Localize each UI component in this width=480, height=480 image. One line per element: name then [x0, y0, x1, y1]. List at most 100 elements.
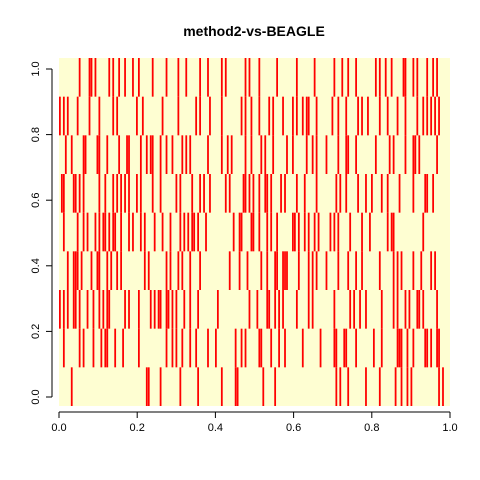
heatmap-cell: [203, 174, 205, 213]
heatmap-cell: [157, 290, 160, 329]
heatmap-cell: [147, 367, 150, 406]
heatmap-cell: [120, 212, 122, 252]
heatmap-cell: [274, 367, 277, 406]
heatmap-cell: [390, 212, 393, 252]
heatmap-cell: [436, 135, 438, 174]
heatmap-cell: [333, 58, 336, 97]
heatmap-cell: [207, 58, 209, 97]
heatmap-cell: [114, 328, 117, 368]
heatmap-cell: [199, 58, 201, 97]
heatmap-cell: [90, 58, 93, 97]
heatmap-cell: [258, 174, 261, 213]
heatmap-cell: [137, 58, 140, 97]
heatmap-cell: [165, 251, 168, 290]
heatmap-cell: [390, 58, 393, 97]
heatmap-cell: [424, 328, 427, 368]
heatmap-cell: [149, 135, 152, 174]
heatmap-cell: [337, 96, 340, 136]
heatmap-cell: [307, 212, 310, 252]
heatmap-cell: [220, 96, 223, 136]
heatmap-cell: [256, 290, 259, 329]
heatmap-cell: [264, 135, 267, 174]
heatmap-cell: [313, 58, 316, 97]
heatmap-cell: [355, 328, 357, 368]
heatmap-cell: [355, 251, 357, 290]
heatmap-cell: [62, 96, 65, 136]
heatmap-cell: [59, 290, 61, 329]
heatmap-cell: [90, 251, 93, 290]
y-axis: 0.0 0.2 0.4 0.6 0.8 1.0: [30, 61, 53, 405]
heatmap-cell: [430, 251, 433, 290]
heatmap-cell: [98, 135, 101, 174]
heatmap-cell: [120, 251, 122, 290]
heatmap-cell: [341, 58, 344, 97]
heatmap-cell: [392, 212, 395, 252]
heatmap-cell: [244, 58, 247, 97]
heatmap-cell: [143, 251, 146, 290]
heatmap-cell: [378, 251, 381, 290]
heatmap-cell: [165, 58, 168, 97]
heatmap-cell: [169, 212, 172, 252]
heatmap-cells: [59, 58, 444, 406]
heatmap-cell: [369, 212, 371, 252]
heatmap-cell: [159, 290, 162, 329]
heatmap-cell: [282, 96, 284, 136]
heatmap-cell: [293, 212, 296, 252]
heatmap-cell: [108, 212, 111, 252]
heatmap-cell: [137, 290, 140, 329]
heatmap-cell: [106, 135, 109, 174]
heatmap-cell: [365, 290, 367, 329]
y-tick-label: 0.8: [30, 127, 42, 142]
heatmap-cell: [145, 367, 148, 406]
heatmap-cell: [412, 174, 415, 213]
heatmap-cell: [258, 212, 261, 252]
heatmap-cell: [136, 174, 138, 213]
heatmap-cell: [436, 58, 438, 97]
heatmap-cell: [392, 251, 395, 290]
heatmap-cell: [404, 96, 407, 136]
heatmap-cell: [408, 290, 411, 329]
x-tick-label: 0.2: [130, 422, 145, 434]
heatmap-cell: [171, 135, 174, 174]
heatmap-cell: [179, 367, 182, 406]
heatmap-cell: [349, 212, 352, 252]
heatmap-cell: [361, 212, 363, 252]
heatmap-cell: [278, 328, 280, 368]
heatmap-cell: [185, 58, 188, 97]
heatmap-cell: [106, 328, 109, 368]
x-tick-label: 1.0: [442, 422, 457, 434]
heatmap-cell: [325, 135, 328, 174]
heatmap-cell: [380, 328, 383, 368]
heatmap-cell: [177, 58, 180, 97]
heatmap-cell: [240, 212, 243, 252]
heatmap-cell: [276, 58, 278, 97]
heatmap-cell: [207, 328, 209, 368]
heatmap-cell: [301, 96, 304, 136]
heatmap-cell: [151, 135, 154, 174]
heatmap-cell: [169, 251, 172, 290]
heatmap-cell: [301, 328, 304, 368]
heatmap-cell: [331, 96, 334, 136]
heatmap-cell: [333, 212, 336, 252]
heatmap-cell: [76, 212, 79, 252]
heatmap-cell: [82, 212, 85, 252]
heatmap-cell: [100, 328, 103, 368]
heatmap-cell: [276, 212, 278, 252]
heatmap-cell: [128, 290, 130, 329]
heatmap-cell: [147, 251, 150, 290]
heatmap-cell: [84, 135, 87, 174]
heatmap-cell: [175, 174, 178, 213]
heatmap-cell: [70, 135, 73, 174]
heatmap-cell: [215, 328, 217, 368]
heatmap-cell: [361, 251, 363, 290]
heatmap-cell: [244, 135, 247, 174]
heatmap-cell: [345, 135, 348, 174]
heatmap-cell: [224, 58, 227, 97]
heatmap-cell: [345, 328, 348, 368]
heatmap-cell: [313, 212, 316, 252]
heatmap-cell: [430, 328, 433, 368]
heatmap-cell: [76, 96, 79, 136]
heatmap-cell: [278, 290, 280, 329]
heatmap-cell: [260, 251, 263, 290]
heatmap-cell: [252, 174, 255, 213]
